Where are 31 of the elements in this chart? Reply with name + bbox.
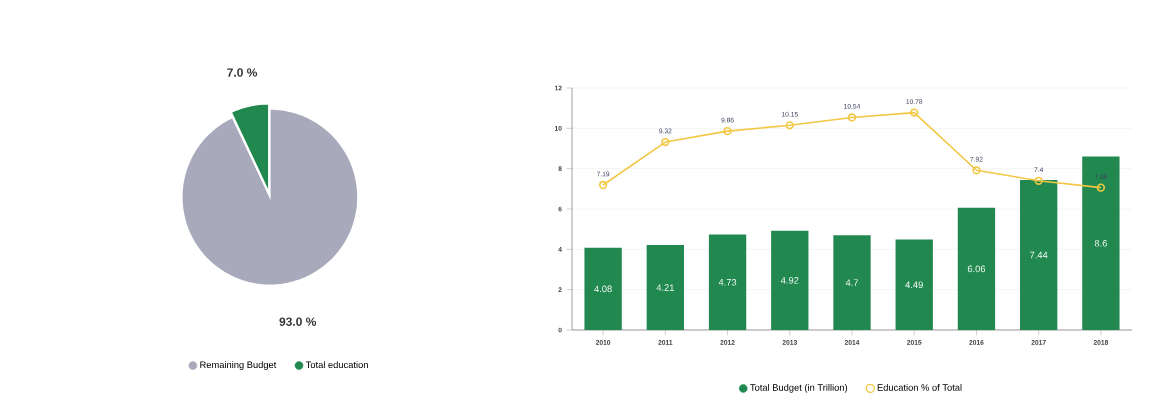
bar xyxy=(1020,179,1058,330)
data-label: 4.21 xyxy=(656,284,674,291)
point xyxy=(723,127,732,136)
point xyxy=(1034,176,1043,185)
bar xyxy=(957,207,996,330)
point xyxy=(972,166,981,175)
point xyxy=(785,121,794,130)
legend-label: Total Budget (in Trillion) xyxy=(750,384,848,393)
point xyxy=(847,113,857,122)
bar xyxy=(708,234,747,330)
bar xyxy=(1082,156,1120,330)
data-label: 7.44 xyxy=(1030,251,1048,259)
legend-label: Education % of Total xyxy=(877,384,962,391)
legend-label: Remaining Budget xyxy=(200,361,277,370)
bar xyxy=(771,230,809,330)
data-label: 4.92 xyxy=(780,277,799,284)
point xyxy=(661,137,670,147)
bar xyxy=(584,247,622,330)
point xyxy=(910,108,919,117)
bar xyxy=(895,239,933,330)
data-label: 8.6 xyxy=(1094,239,1107,247)
bar xyxy=(833,235,871,330)
data-label: 4.08 xyxy=(594,285,612,293)
data-label: 4.7 xyxy=(845,279,859,286)
bar xyxy=(646,245,685,330)
data-label: 93.0 % xyxy=(279,317,317,326)
data-label: 7.0 % xyxy=(227,68,258,77)
legend-label: Total education xyxy=(305,361,368,369)
data-label: 4.73 xyxy=(718,279,737,286)
data-label: 4.49 xyxy=(905,281,923,289)
data-label: 6.06 xyxy=(967,265,986,273)
